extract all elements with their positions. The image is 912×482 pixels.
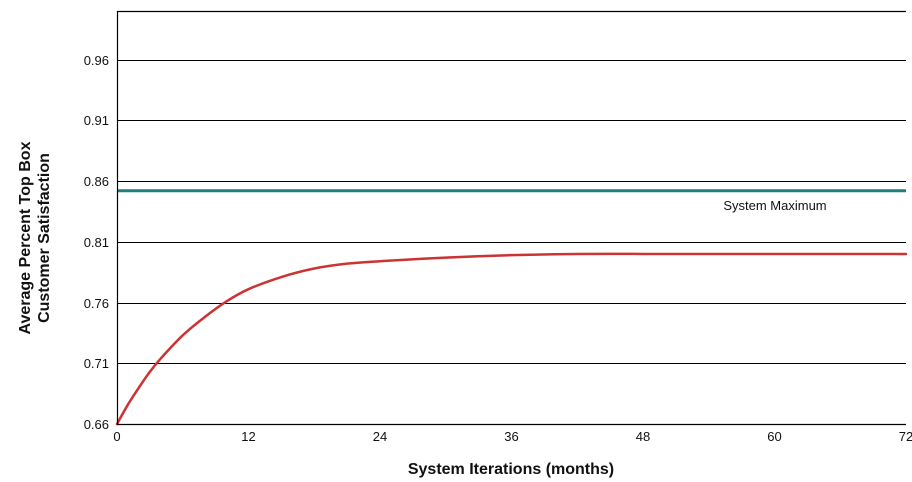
- tick-labels: 0.66 0.71 0.76 0.81 0.86 0.91 0.96 0 12 24 36 48 60 7…: [84, 53, 912, 444]
- y-tick-label: 0.76: [84, 296, 109, 311]
- gridlines: [117, 60, 906, 364]
- y-axis-title-line-2: Customer Satisfaction: [36, 153, 53, 323]
- x-tick-label: 12: [241, 429, 255, 444]
- x-tick-label: 72: [899, 429, 912, 444]
- system-maximum-label: System Maximum: [723, 198, 826, 213]
- satisfaction-curve: [115, 252, 908, 426]
- y-tick-label: 0.66: [84, 417, 109, 432]
- y-tick-label: 0.91: [84, 113, 109, 128]
- y-tick-label: 0.86: [84, 174, 109, 189]
- x-axis-title: System Iterations (months): [408, 461, 614, 478]
- x-tick-label: 60: [767, 429, 781, 444]
- y-tick-label: 0.96: [84, 53, 109, 68]
- reference-lines: System Maximum: [117, 189, 906, 213]
- x-tick-label: 48: [636, 429, 650, 444]
- x-tick-label: 36: [504, 429, 518, 444]
- y-tick-label: 0.71: [84, 356, 109, 371]
- y-axis-title-line-1: Average Percent Top Box: [17, 141, 34, 334]
- plot-frame: [116, 10, 906, 426]
- x-tick-label: 0: [113, 429, 120, 444]
- y-tick-label: 0.81: [84, 235, 109, 250]
- x-tick-label: 24: [373, 429, 387, 444]
- data-series: [115, 252, 908, 426]
